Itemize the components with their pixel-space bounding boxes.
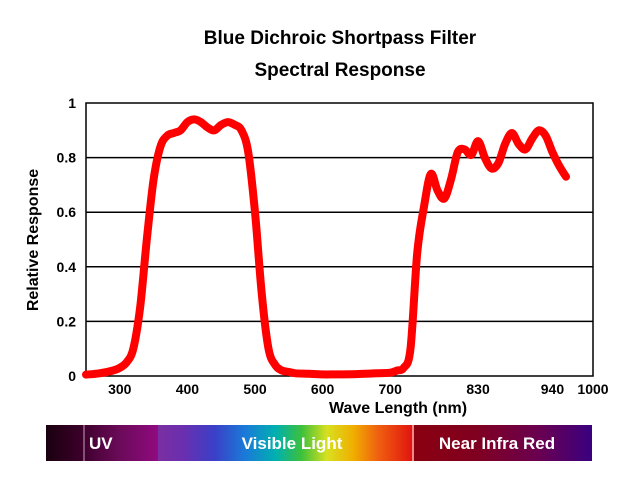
spectrum-label-uv: UV bbox=[89, 434, 113, 453]
x-tick-label: 1000 bbox=[577, 381, 608, 397]
y-tick-label: 0.4 bbox=[57, 259, 77, 275]
y-axis-label: Relative Response bbox=[25, 169, 42, 311]
spectrum-visible-segment bbox=[158, 425, 414, 461]
y-tick-label: 0.6 bbox=[57, 204, 77, 220]
chart-title-line-2: Spectral Response bbox=[254, 60, 425, 81]
x-tick-label: 600 bbox=[311, 381, 335, 397]
x-tick-label: 300 bbox=[108, 381, 132, 397]
gridlines bbox=[86, 156, 593, 323]
y-tick-label: 0.2 bbox=[57, 313, 77, 329]
spectrum-bar: UV Visible Light Near Infra Red bbox=[46, 425, 592, 461]
x-tick-label: 830 bbox=[466, 381, 490, 397]
y-tick-label: 0.8 bbox=[57, 150, 77, 166]
spectrum-uv-segment bbox=[46, 425, 158, 461]
y-tick-label: 1 bbox=[68, 95, 76, 111]
spectrum-nir-segment bbox=[414, 425, 592, 461]
x-tick-label: 940 bbox=[541, 381, 565, 397]
spectrum-label-visible: Visible Light bbox=[242, 434, 343, 453]
chart-title-line-1: Blue Dichroic Shortpass Filter bbox=[204, 28, 477, 49]
series-line-0 bbox=[82, 115, 570, 379]
y-tick-labels: 0 0.2 0.4 0.6 0.8 1 bbox=[57, 95, 77, 384]
x-tick-label: 700 bbox=[379, 381, 403, 397]
x-tick-labels: 300 400 500 600 700 830 940 1000 bbox=[108, 381, 609, 397]
x-tick-label: 500 bbox=[243, 381, 267, 397]
x-tick-label: 400 bbox=[176, 381, 200, 397]
series-lines bbox=[82, 115, 570, 379]
y-tick-label: 0 bbox=[68, 368, 76, 384]
spectrum-label-nir: Near Infra Red bbox=[439, 434, 555, 453]
x-axis-label: Wave Length (nm) bbox=[329, 400, 467, 417]
